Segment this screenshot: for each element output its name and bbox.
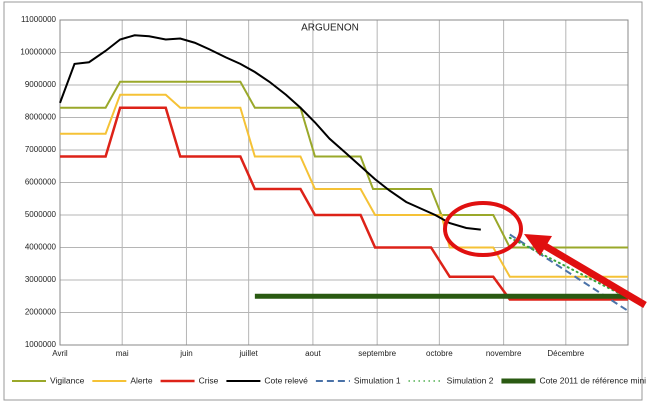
arrow-shaft bbox=[538, 239, 647, 309]
legend-label: Simulation 1 bbox=[354, 375, 401, 385]
y-tick-label: 2000000 bbox=[25, 308, 57, 317]
x-tick-label: Décembre bbox=[547, 349, 584, 358]
y-tick-label: 9000000 bbox=[25, 80, 57, 89]
frame bbox=[3, 1, 643, 401]
arrow-head bbox=[524, 234, 552, 256]
x-tick-label: septembre bbox=[358, 349, 396, 358]
highlight-circle bbox=[443, 201, 523, 257]
legend: Vigilance Alerte Crise Cote relevé Simulatio… bbox=[12, 375, 646, 385]
plot-border bbox=[59, 19, 629, 346]
series-line bbox=[508, 236, 629, 299]
y-tick-label: 4000000 bbox=[25, 243, 57, 252]
lines bbox=[59, 34, 629, 312]
legend-label: Cote 2011 de référence mini bbox=[539, 375, 646, 385]
legend-item: Cote 2011 de référence mini bbox=[501, 375, 646, 385]
legend-item: Cote relevé bbox=[226, 375, 308, 385]
x-tick-label: mai bbox=[116, 349, 129, 358]
legend-label: Cote relevé bbox=[264, 375, 308, 385]
legend-label: Vigilance bbox=[50, 375, 85, 385]
x-tick-label: novembre bbox=[486, 349, 522, 358]
x-tick-label: octobre bbox=[426, 349, 453, 358]
y-tick-label: 1000000 bbox=[25, 340, 57, 349]
x-tick-label: Avril bbox=[52, 349, 68, 358]
y-tick-label: 6000000 bbox=[25, 178, 57, 187]
legend-item: Simulation 1 bbox=[315, 375, 401, 385]
legend-label: Alerte bbox=[130, 375, 152, 385]
series-line bbox=[59, 34, 481, 231]
legend-item: Crise bbox=[160, 375, 219, 385]
x-tick-label: aout bbox=[305, 349, 321, 358]
y-tick-label: 11000000 bbox=[21, 15, 57, 24]
series-line bbox=[60, 106, 628, 301]
grid: 1000000 2000000 3000000 4000000 5000000 60000… bbox=[20, 15, 629, 358]
y-tick-label: 7000000 bbox=[25, 145, 57, 154]
legend-item: Alerte bbox=[92, 375, 153, 385]
legend-item: Vigilance bbox=[12, 375, 85, 385]
y-tick-label: 3000000 bbox=[25, 275, 57, 284]
legend-label: Crise bbox=[199, 375, 219, 385]
chart-title: ARGUENON bbox=[301, 23, 359, 34]
series-line bbox=[60, 93, 628, 278]
y-tick-label: 8000000 bbox=[25, 113, 57, 122]
x-tick-label: juin bbox=[179, 349, 192, 358]
y-tick-label: 10000000 bbox=[20, 48, 56, 57]
legend-item: Simulation 2 bbox=[408, 375, 494, 385]
y-tick-label: 5000000 bbox=[25, 210, 57, 219]
x-tick-label: juillet bbox=[239, 349, 259, 358]
legend-label: Simulation 2 bbox=[447, 375, 494, 385]
series-line bbox=[60, 80, 628, 249]
